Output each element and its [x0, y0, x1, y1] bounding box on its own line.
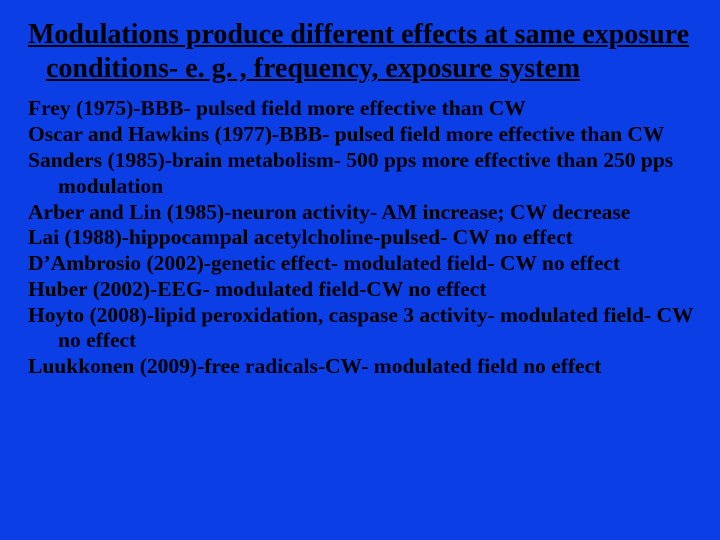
entry: Arber and Lin (1985)-neuron activity- AM… [28, 200, 696, 226]
slide-body: Frey (1975)-BBB- pulsed field more effec… [28, 96, 696, 380]
entry: Sanders (1985)-brain metabolism- 500 pps… [28, 148, 696, 200]
entry: Frey (1975)-BBB- pulsed field more effec… [28, 96, 696, 122]
entry: Luukkonen (2009)-free radicals-CW- modul… [28, 354, 696, 380]
entry: Hoyto (2008)-lipid peroxidation, caspase… [28, 303, 696, 355]
slide: Modulations produce different effects at… [0, 0, 720, 540]
slide-title: Modulations produce different effects at… [28, 18, 696, 86]
entry: Huber (2002)-EEG- modulated field-CW no … [28, 277, 696, 303]
entry: Lai (1988)-hippocampal acetylcholine-pul… [28, 225, 696, 251]
entry: D’Ambrosio (2002)-genetic effect- modula… [28, 251, 696, 277]
entry: Oscar and Hawkins (1977)-BBB- pulsed fie… [28, 122, 696, 148]
